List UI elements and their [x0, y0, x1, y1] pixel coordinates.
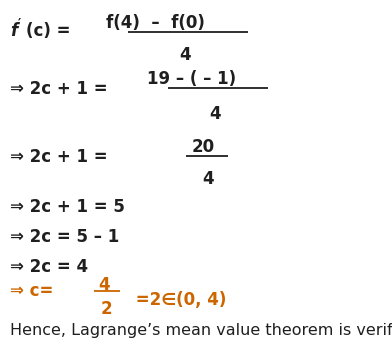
Text: ⇒ 2c = 5 – 1: ⇒ 2c = 5 – 1: [10, 228, 119, 246]
Text: Hence, Lagrange’s mean value theorem is verified.: Hence, Lagrange’s mean value theorem is …: [10, 323, 392, 338]
Text: 4: 4: [209, 105, 221, 123]
Text: 19 – ( – 1): 19 – ( – 1): [147, 70, 236, 88]
Text: (c) =: (c) =: [26, 22, 76, 40]
Text: f: f: [10, 22, 17, 40]
Text: 4: 4: [179, 46, 191, 64]
Text: 4: 4: [98, 276, 110, 294]
Text: =2∈(0, 4): =2∈(0, 4): [130, 291, 226, 309]
Text: 4: 4: [202, 170, 214, 188]
Text: f(4)  –  f(0): f(4) – f(0): [105, 14, 205, 32]
Text: ⇒ 2c + 1 =: ⇒ 2c + 1 =: [10, 80, 113, 98]
Text: ⇒ 2c = 4: ⇒ 2c = 4: [10, 258, 88, 276]
Text: ⇒ 2c + 1 =: ⇒ 2c + 1 =: [10, 148, 113, 166]
Text: ⇒ 2c + 1 = 5: ⇒ 2c + 1 = 5: [10, 198, 125, 216]
Text: ⇒ c=: ⇒ c=: [10, 282, 59, 300]
Text: ′: ′: [18, 17, 21, 30]
Text: 2: 2: [100, 300, 112, 318]
Text: 20: 20: [191, 138, 214, 156]
